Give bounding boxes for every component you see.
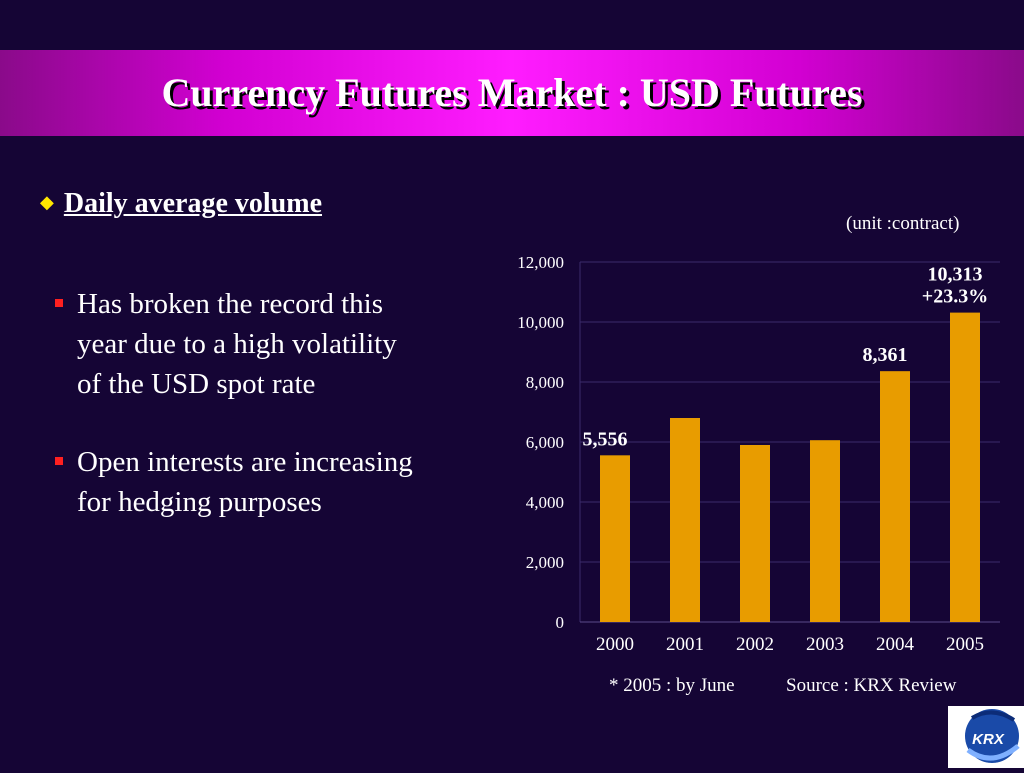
y-tick-label: 8,000 [526, 373, 564, 392]
x-tick-label: 2001 [666, 634, 704, 655]
title-bar: Currency Futures Market : USD Futures [0, 50, 1024, 136]
page-title: Currency Futures Market : USD Futures [161, 70, 863, 115]
krx-logo: KRX [948, 706, 1024, 768]
bar-2005 [950, 312, 980, 622]
data-label: 5,556 [583, 428, 628, 450]
section-heading-row: ◆ Daily average volume [40, 186, 322, 222]
unit-note: (unit :contract) [846, 213, 960, 234]
y-tick-label: 10,000 [517, 313, 564, 332]
square-bullet-icon [55, 457, 63, 465]
bar-2002 [740, 445, 770, 622]
y-tick-label: 12,000 [517, 253, 564, 272]
x-tick-label: 2000 [596, 634, 634, 655]
data-label: 10,313 [928, 264, 983, 286]
bullet-item-record: Has broken the record this year due to a… [55, 284, 505, 404]
bullet-item-open-interest: Open interests are increasing for hedgin… [55, 442, 505, 522]
diamond-bullet-icon: ◆ [40, 191, 54, 212]
data-label: +23.3% [922, 286, 988, 308]
x-tick-label: 2003 [806, 634, 844, 655]
x-tick-label: 2005 [946, 634, 984, 655]
bullet-text: Open interests are increasing for hedgin… [77, 446, 413, 518]
data-label: 8,361 [863, 344, 908, 366]
svg-text:KRX: KRX [972, 731, 1005, 748]
y-tick-label: 0 [556, 613, 565, 632]
footnote-source: Source : KRX Review [786, 675, 957, 696]
y-tick-label: 2,000 [526, 553, 564, 572]
bullet-text: Has broken the record this year due to a… [77, 288, 397, 400]
section-heading: Daily average volume [63, 188, 323, 219]
x-tick-label: 2004 [876, 634, 915, 655]
bar-2000 [600, 455, 630, 622]
x-tick-label: 2002 [736, 634, 774, 655]
footnote-period: * 2005 : by June [609, 675, 735, 696]
bar-2004 [880, 371, 910, 622]
square-bullet-icon [55, 299, 63, 307]
bar-2001 [670, 418, 700, 622]
bar-2003 [810, 440, 840, 622]
y-tick-label: 6,000 [526, 433, 564, 452]
y-tick-label: 4,000 [526, 493, 564, 512]
